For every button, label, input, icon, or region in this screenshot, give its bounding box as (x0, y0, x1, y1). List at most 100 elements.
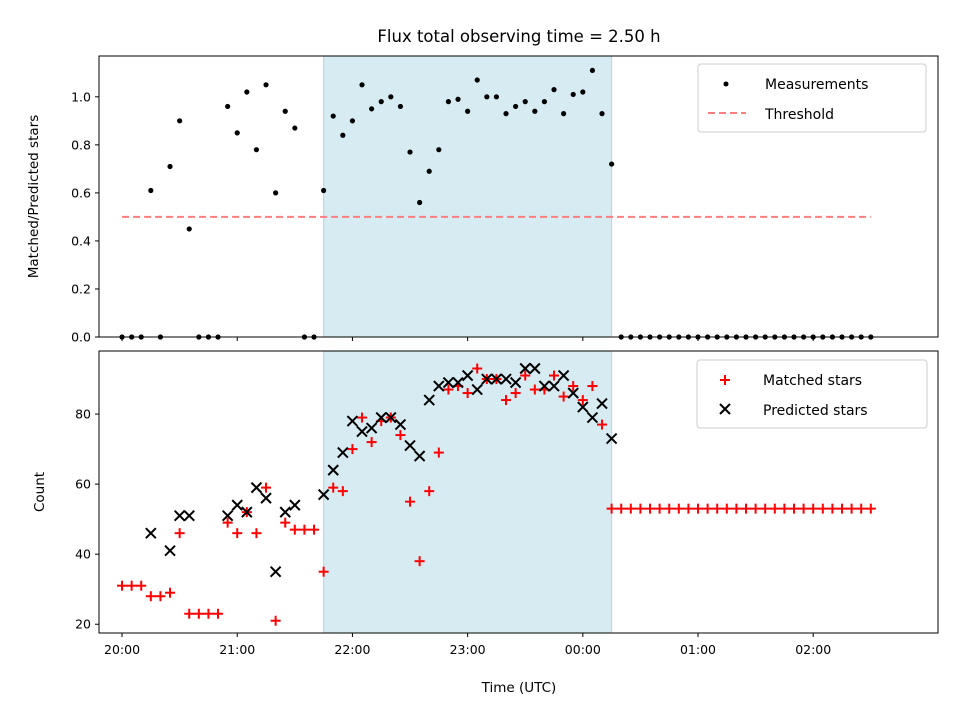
matched-star-point (750, 503, 761, 514)
matched-star-point (664, 503, 675, 514)
matched-star-point (606, 503, 617, 514)
top-y-tick-label: 0.8 (71, 137, 91, 152)
matched-star-point (741, 503, 752, 514)
measurement-point (426, 168, 432, 174)
bottom-y-axis-label: Count (32, 472, 48, 512)
top-y-tick-label: 0.2 (71, 281, 91, 296)
predicted-star-point (413, 450, 426, 462)
predicted-star-point (260, 492, 272, 504)
matched-star-point (117, 580, 128, 591)
predicted-star-point (404, 439, 416, 452)
predicted-star-point (250, 481, 263, 494)
measurement-point (388, 94, 394, 100)
predicted-star-point (490, 373, 503, 385)
predicted-star-point (356, 425, 368, 438)
predicted-star-point (221, 509, 234, 522)
matched-star-point (702, 503, 713, 514)
predicted-star-point (452, 376, 464, 389)
matched-star-point (616, 503, 627, 514)
measurement-point (225, 103, 231, 110)
predicted-star-point (241, 506, 253, 518)
matched-star-point (731, 503, 742, 514)
measurement-point (609, 161, 615, 167)
matched-star-point (289, 524, 300, 535)
measurement-point (551, 87, 557, 93)
top-y-tick-label: 0.4 (71, 233, 91, 248)
top-y-tick-label: 1.0 (71, 89, 91, 104)
matched-star-point (145, 591, 156, 602)
measurement-point (436, 147, 442, 153)
matched-star-point (712, 503, 723, 514)
measurement-point (532, 108, 538, 114)
matched-star-point (673, 503, 684, 514)
bottom-x-axis-label: Time (UTC) (481, 680, 557, 696)
predicted-star-point (586, 411, 599, 424)
matched-star-point (760, 503, 771, 514)
matched-star-point (635, 503, 646, 514)
measurement-point (493, 94, 500, 100)
matched-star-point (309, 524, 320, 535)
measurement-point (292, 125, 298, 131)
matched-star-point (366, 437, 377, 448)
bottom-x-tick-label: 22:00 (334, 642, 370, 657)
predicted-star-point (327, 464, 339, 476)
predicted-star-point (481, 373, 493, 385)
matched-star-point (625, 503, 636, 514)
matched-star-point (683, 503, 694, 514)
predicted-star-point (375, 411, 387, 424)
matched-star-point (779, 503, 790, 514)
predicted-star-point (289, 499, 301, 511)
predicted-star-point (346, 415, 359, 427)
predicted-star-point (596, 397, 608, 410)
matched-star-point (510, 388, 521, 399)
predicted-star-point (500, 373, 512, 385)
measurement-point (369, 106, 375, 112)
measurement-point (263, 82, 269, 88)
matched-star-point (462, 388, 473, 399)
matched-star-point (136, 580, 147, 591)
matched-star-point (443, 384, 454, 395)
matched-star-point (165, 587, 176, 598)
predicted-star-point (442, 376, 455, 389)
bottom-panel: 20 40 60 80 20:00 21:00 22:00 23:00 00:00 01:00 02… (32, 350, 939, 696)
predicted-star-point (183, 509, 195, 522)
matched-star-point (568, 381, 579, 392)
bottom-x-tick-label: 21:00 (219, 642, 255, 657)
matched-star-point (865, 503, 876, 514)
bottom-y-tick-label: 80 (75, 407, 91, 422)
matched-star-point (520, 370, 531, 381)
measurement-point (177, 118, 183, 124)
matched-star-point (328, 482, 339, 493)
measurement-point (561, 111, 567, 117)
matched-star-point (798, 503, 809, 514)
matched-star-point (558, 391, 569, 402)
predicted-star-point (231, 499, 243, 511)
matched-star-point (587, 381, 598, 392)
bottom-legend-box (696, 359, 928, 429)
matched-star-point (827, 503, 838, 514)
predicted-star-point (173, 509, 186, 522)
bottom-x-tick-label: 00:00 (565, 642, 601, 657)
matched-star-point (280, 517, 291, 528)
measurement-point (407, 149, 413, 155)
measurement-point (465, 108, 471, 114)
top-axes-frame (98, 55, 939, 338)
top-y-axis-label: Matched/Predicted stars (26, 115, 42, 278)
measurement-point (340, 132, 346, 138)
measurement-point (253, 147, 260, 153)
legend-measurements-label: Measurements (765, 77, 868, 93)
matched-star-point (654, 503, 665, 514)
top-legend-box (697, 63, 927, 133)
predicted-star-point (567, 387, 579, 399)
matched-star-point (769, 503, 780, 514)
matched-star-point (549, 370, 560, 381)
legend-matched-marker (720, 375, 730, 385)
matched-star-point (213, 608, 224, 619)
measurement-point (359, 82, 365, 88)
predicted-star-point (423, 394, 435, 406)
matched-star-point (318, 566, 329, 577)
predicted-star-point (279, 506, 291, 518)
top-panel: 0.0 0.2 0.4 0.6 0.8 1.0 Matched/Predicted sta… (26, 55, 939, 345)
predicted-star-point (529, 362, 541, 375)
